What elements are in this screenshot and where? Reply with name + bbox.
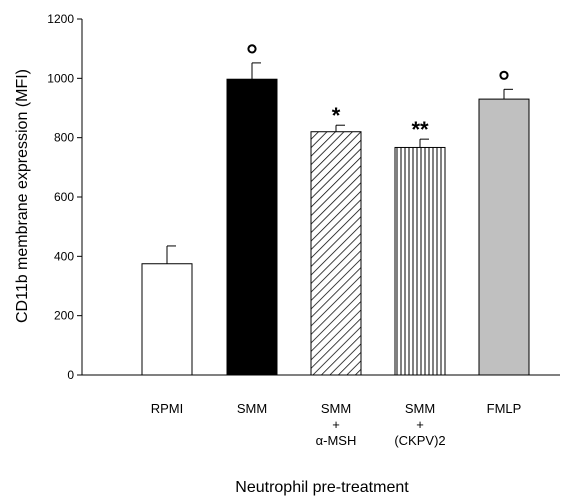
significance-marker bbox=[499, 70, 509, 80]
y-tick-label: 400 bbox=[54, 249, 74, 263]
x-axis-title: Neutrophil pre-treatment bbox=[235, 479, 409, 496]
x-category-label: α-MSH bbox=[316, 433, 357, 448]
x-category-label: + bbox=[416, 417, 424, 432]
significance-marker bbox=[247, 44, 257, 54]
y-tick-label: 1200 bbox=[47, 12, 74, 26]
x-category-label: RPMI bbox=[151, 401, 184, 416]
bar bbox=[226, 78, 278, 376]
x-category-label: (CKPV)2 bbox=[394, 433, 445, 448]
bars bbox=[141, 62, 530, 376]
y-tick-label: 800 bbox=[54, 131, 74, 145]
y-tick-label: 200 bbox=[54, 309, 74, 323]
x-category-label: SMM bbox=[321, 401, 351, 416]
y-tick-label: 0 bbox=[67, 368, 74, 382]
y-tick-label: 600 bbox=[54, 190, 74, 204]
bar bbox=[310, 131, 362, 376]
bar bbox=[141, 263, 193, 376]
y-axis-title: CD11b membrane expression (MFI) bbox=[14, 69, 31, 323]
bar bbox=[478, 98, 530, 376]
y-tick-label: 1000 bbox=[47, 71, 74, 85]
significance-marker: ** bbox=[411, 117, 429, 142]
x-category-label: FMLP bbox=[487, 401, 522, 416]
bar bbox=[394, 146, 446, 376]
x-category-label: SMM bbox=[405, 401, 435, 416]
significance-marker: * bbox=[332, 103, 341, 128]
x-category-label: + bbox=[332, 417, 340, 432]
x-category-label: SMM bbox=[237, 401, 267, 416]
